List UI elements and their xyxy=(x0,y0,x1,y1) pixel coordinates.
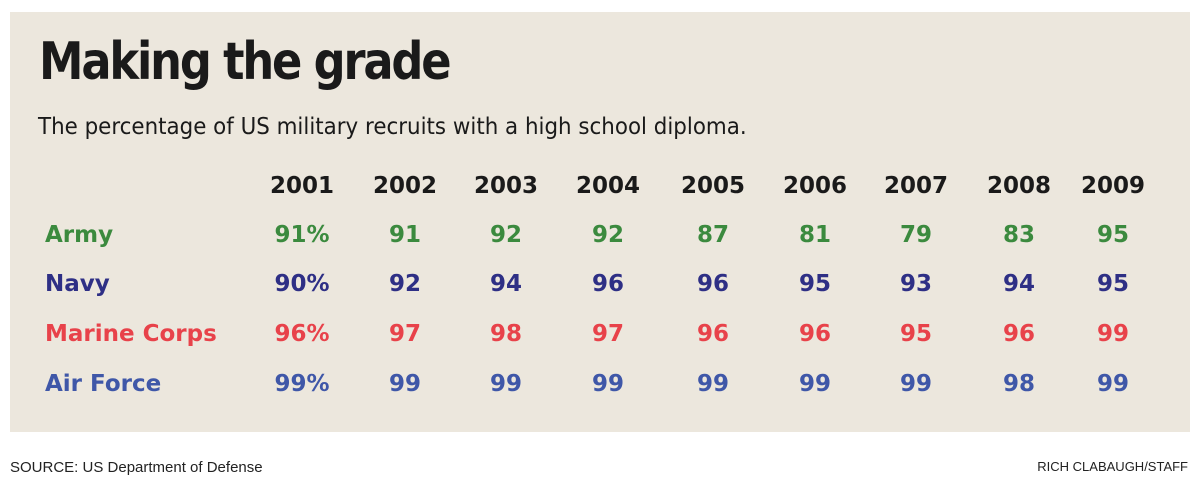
value-army-2007: 79 xyxy=(899,222,932,248)
row-label-air-force: Air Force xyxy=(45,371,162,397)
value-air-force-2008: 98 xyxy=(1002,371,1035,397)
row-label-marine-corps: Marine Corps xyxy=(45,321,217,347)
year-header-2001: 2001 xyxy=(269,173,334,199)
value-marine-corps-2006: 96 xyxy=(798,321,831,347)
year-header-2008: 2008 xyxy=(986,173,1051,199)
row-label-army: Army xyxy=(45,222,114,248)
value-marine-corps-2003: 98 xyxy=(489,321,522,347)
value-air-force-2007: 99 xyxy=(899,371,932,397)
value-navy-2001: 90% xyxy=(274,271,330,297)
value-air-force-2006: 99 xyxy=(798,371,831,397)
year-header-2002: 2002 xyxy=(372,173,437,199)
value-marine-corps-2005: 96 xyxy=(696,321,729,347)
credit-note: RICH CLABAUGH/STAFF xyxy=(1037,459,1188,474)
value-navy-2008: 94 xyxy=(1002,271,1035,297)
value-air-force-2003: 99 xyxy=(489,371,522,397)
year-header-2007: 2007 xyxy=(883,173,948,199)
value-army-2006: 81 xyxy=(798,222,831,248)
value-marine-corps-2002: 97 xyxy=(388,321,421,347)
value-marine-corps-2009: 99 xyxy=(1096,321,1129,347)
source-note: SOURCE: US Department of Defense xyxy=(10,459,263,476)
chart-title: Making the grade xyxy=(39,32,452,92)
value-marine-corps-2001: 96% xyxy=(274,321,330,347)
row-label-navy: Navy xyxy=(45,271,110,297)
year-header-2004: 2004 xyxy=(575,173,640,199)
year-header-2009: 2009 xyxy=(1080,173,1145,199)
value-army-2001: 91% xyxy=(274,222,330,248)
value-navy-2003: 94 xyxy=(489,271,522,297)
value-marine-corps-2008: 96 xyxy=(1002,321,1035,347)
chart-subtitle: The percentage of US military recruits w… xyxy=(38,114,747,140)
value-navy-2002: 92 xyxy=(388,271,421,297)
value-army-2008: 83 xyxy=(1002,222,1035,248)
year-header-2006: 2006 xyxy=(782,173,847,199)
value-air-force-2004: 99 xyxy=(591,371,624,397)
value-air-force-2009: 99 xyxy=(1096,371,1129,397)
value-air-force-2001: 99% xyxy=(274,371,330,397)
value-army-2004: 92 xyxy=(591,222,624,248)
chart-panel xyxy=(10,12,1190,432)
value-navy-2009: 95 xyxy=(1096,271,1129,297)
value-navy-2007: 93 xyxy=(899,271,932,297)
value-army-2009: 95 xyxy=(1096,222,1129,248)
value-navy-2004: 96 xyxy=(591,271,624,297)
value-air-force-2005: 99 xyxy=(696,371,729,397)
value-army-2005: 87 xyxy=(696,222,729,248)
value-marine-corps-2004: 97 xyxy=(591,321,624,347)
value-army-2003: 92 xyxy=(489,222,522,248)
value-air-force-2002: 99 xyxy=(388,371,421,397)
year-header-2005: 2005 xyxy=(680,173,745,199)
value-army-2002: 91 xyxy=(388,222,421,248)
year-header-2003: 2003 xyxy=(473,173,538,199)
value-navy-2005: 96 xyxy=(696,271,729,297)
value-marine-corps-2007: 95 xyxy=(899,321,932,347)
value-navy-2006: 95 xyxy=(798,271,831,297)
